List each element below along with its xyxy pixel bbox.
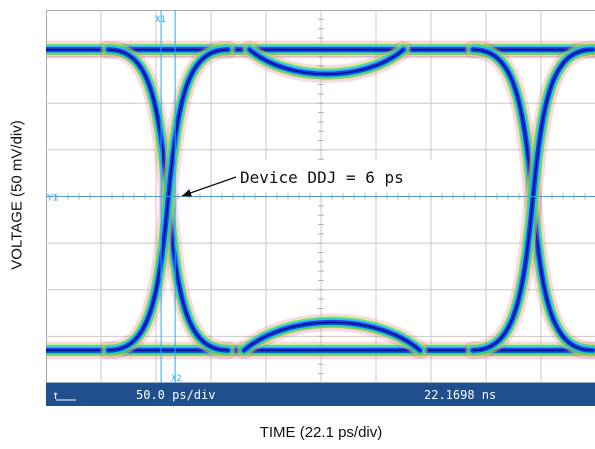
cursor-layer: X1 X2 Y1 xyxy=(46,10,595,384)
eye-trace-rising-edge-2-layer-5 xyxy=(472,48,594,352)
eye-trace-rising-edge-1-layer-5 xyxy=(107,48,229,352)
annotation-box xyxy=(234,160,466,192)
cursor-x1-label: X1 xyxy=(155,15,166,25)
status-position: 22.1698 ns xyxy=(424,388,496,402)
annotation-text: Device DDJ = 6 ps xyxy=(240,168,404,187)
status-left-symbol: ↑ xyxy=(52,388,59,402)
annotation-layer: Device DDJ = 6 ps xyxy=(181,160,466,197)
scope-screen: X1 X2 Y1 Device DDJ = 6 ps ↑ 50.0 ps/div 2… xyxy=(37,9,595,406)
cursor-y1-label: Y1 xyxy=(47,194,58,204)
y-axis-label: VOLTAGE (50 mV/div) xyxy=(8,120,26,270)
scope-plot-svg: X1 X2 Y1 Device DDJ = 6 ps ↑ 50.0 ps/div 2… xyxy=(37,9,595,406)
status-bar xyxy=(46,383,595,406)
eye-trace-bottom-inner-bump-layer-5 xyxy=(243,321,421,352)
x-axis-label: TIME (22.1 ps/div) xyxy=(259,424,383,441)
y-axis-label-wrap: VOLTAGE (50 mV/div) xyxy=(0,10,34,380)
cursor-x2-label: X2 xyxy=(171,374,182,384)
status-timebase: 50.0 ps/div xyxy=(136,388,215,402)
eye-traces xyxy=(37,40,595,360)
eye-trace-top-inner-bump-layer-5 xyxy=(248,48,405,75)
annotation-arrow-head xyxy=(182,189,192,197)
annotation-arrow-shaft xyxy=(181,176,237,197)
